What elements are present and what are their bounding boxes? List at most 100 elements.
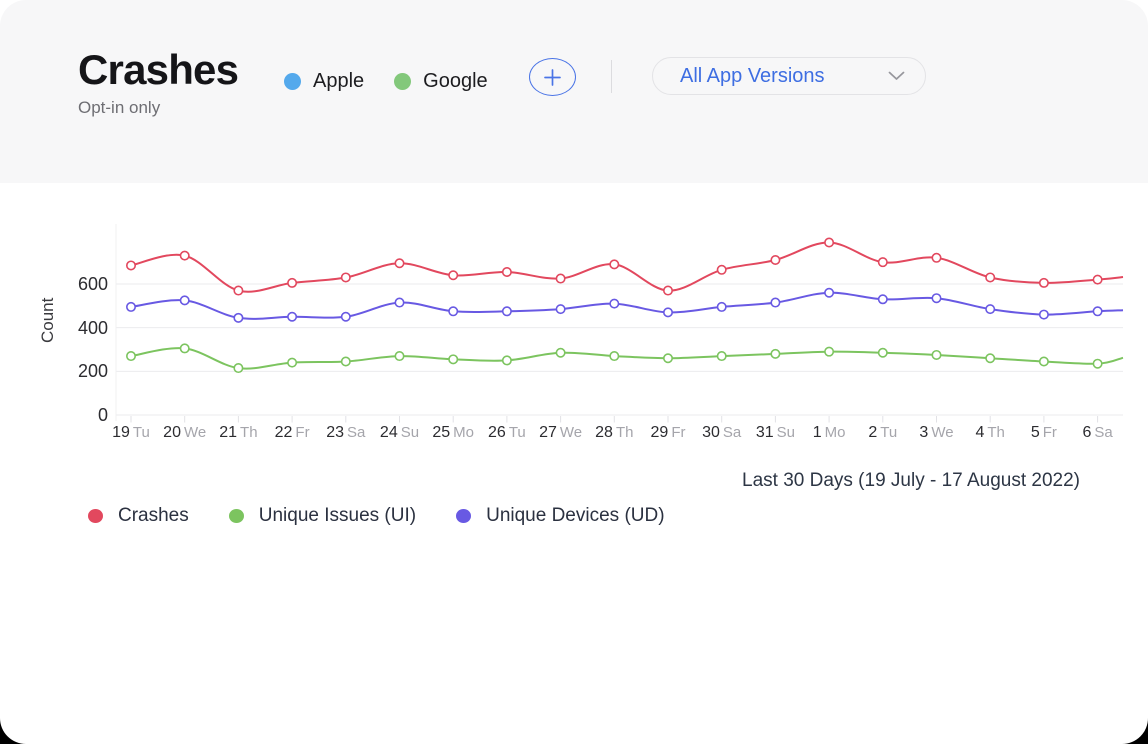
- data-point[interactable]: [1092, 358, 1103, 369]
- data-point[interactable]: [662, 307, 673, 318]
- data-point[interactable]: [609, 259, 620, 270]
- data-point[interactable]: [770, 254, 781, 265]
- x-tick-weekday: Sa: [347, 424, 366, 441]
- data-point[interactable]: [233, 363, 244, 374]
- data-point[interactable]: [877, 257, 888, 268]
- data-point[interactable]: [501, 306, 512, 317]
- data-point[interactable]: [716, 264, 727, 275]
- data-point[interactable]: [877, 347, 888, 358]
- data-point[interactable]: [824, 237, 835, 248]
- x-tick-label-2-Tu: 2 Tu: [868, 424, 897, 442]
- data-point[interactable]: [985, 353, 996, 364]
- legend-dot: [456, 509, 472, 523]
- x-tick-weekday: Th: [240, 424, 258, 441]
- data-point[interactable]: [770, 348, 781, 359]
- data-point[interactable]: [126, 351, 137, 362]
- data-point[interactable]: [824, 287, 835, 298]
- data-point[interactable]: [394, 258, 405, 269]
- data-point[interactable]: [609, 351, 620, 362]
- x-tick-label-27-We: 27 We: [539, 424, 582, 442]
- legend-item-crashes[interactable]: Crashes: [88, 505, 189, 527]
- data-point[interactable]: [233, 312, 244, 323]
- x-tick-weekday: We: [931, 424, 954, 441]
- data-point[interactable]: [287, 311, 298, 322]
- data-point[interactable]: [394, 351, 405, 362]
- page-subtitle: Opt-in only: [78, 98, 161, 118]
- data-point[interactable]: [985, 304, 996, 315]
- x-tick-weekday: Tu: [508, 424, 526, 441]
- app-version-dropdown[interactable]: All App Versions: [652, 57, 926, 95]
- chart-caption: Last 30 Days (19 July - 17 August 2022): [742, 470, 1080, 491]
- data-point[interactable]: [877, 294, 888, 305]
- data-point[interactable]: [931, 349, 942, 360]
- data-point[interactable]: [1038, 277, 1049, 288]
- crashes-line-chart[interactable]: [0, 190, 1148, 440]
- data-point[interactable]: [501, 266, 512, 277]
- legend-item-unique-issues-ui-[interactable]: Unique Issues (UI): [228, 505, 416, 527]
- data-point[interactable]: [179, 250, 190, 261]
- x-tick-day: 30: [702, 424, 720, 441]
- data-point[interactable]: [126, 301, 137, 312]
- x-tick-day: 28: [595, 424, 613, 441]
- x-tick-day: 29: [650, 424, 669, 441]
- data-point[interactable]: [662, 353, 673, 364]
- data-point[interactable]: [555, 304, 566, 315]
- legend-item-unique-devices-ud-[interactable]: Unique Devices (UD): [456, 505, 665, 527]
- x-tick-day: 20: [163, 424, 181, 441]
- x-tick-weekday: Fr: [1042, 424, 1057, 441]
- add-platform-button[interactable]: [529, 58, 576, 96]
- data-point[interactable]: [126, 260, 137, 271]
- data-point[interactable]: [609, 298, 620, 309]
- series-line-unique-issues-ui-: [130, 347, 1124, 370]
- y-tick-label-400: 400: [77, 317, 108, 338]
- x-tick-day: 3: [919, 424, 929, 441]
- data-point[interactable]: [287, 277, 298, 288]
- data-point[interactable]: [824, 346, 835, 357]
- y-tick-label-0: 0: [97, 405, 108, 425]
- data-point[interactable]: [340, 356, 351, 367]
- data-point[interactable]: [340, 311, 351, 322]
- x-tick-weekday: Fr: [295, 424, 310, 441]
- x-tick-day: 4: [975, 424, 985, 441]
- data-point[interactable]: [985, 272, 996, 283]
- x-tick-weekday: Tu: [880, 424, 898, 441]
- x-tick-day: 26: [488, 424, 506, 441]
- x-tick-label-29-Fr: 29 Fr: [651, 424, 686, 442]
- y-tick-label-600: 600: [77, 274, 108, 294]
- data-point[interactable]: [555, 273, 566, 284]
- x-tick-label-26-Tu: 26 Tu: [488, 424, 526, 442]
- data-point[interactable]: [233, 285, 244, 296]
- x-tick-label-6-Sa: 6 Sa: [1082, 424, 1112, 442]
- legend-dot: [228, 509, 244, 523]
- data-point[interactable]: [340, 272, 351, 283]
- data-point[interactable]: [179, 295, 190, 306]
- x-tick-label-21-Th: 21 Th: [219, 424, 257, 442]
- data-point[interactable]: [716, 351, 727, 362]
- chevron-down-icon: [888, 71, 905, 80]
- data-point[interactable]: [1038, 309, 1049, 320]
- data-point[interactable]: [448, 306, 459, 317]
- platform-toggle-google[interactable]: Google: [394, 70, 488, 93]
- x-tick-label-22-Fr: 22 Fr: [275, 424, 310, 442]
- data-point[interactable]: [716, 301, 727, 312]
- x-tick-label-20-We: 20 We: [163, 424, 206, 442]
- x-tick-day: 25: [432, 424, 451, 441]
- data-point[interactable]: [501, 355, 512, 366]
- platform-toggle-apple[interactable]: Apple: [284, 70, 364, 93]
- data-point[interactable]: [770, 297, 781, 308]
- platform-legend: Apple Google: [284, 62, 488, 100]
- data-point[interactable]: [448, 354, 459, 365]
- data-point[interactable]: [1038, 356, 1049, 367]
- data-point[interactable]: [1092, 306, 1103, 317]
- data-point[interactable]: [287, 357, 298, 368]
- apple-dot-icon: [284, 72, 301, 90]
- data-point[interactable]: [179, 343, 190, 354]
- data-point[interactable]: [662, 285, 673, 296]
- data-point[interactable]: [555, 347, 566, 358]
- data-point[interactable]: [1092, 274, 1103, 285]
- data-point[interactable]: [931, 293, 942, 304]
- data-point[interactable]: [394, 297, 405, 308]
- data-point[interactable]: [448, 270, 459, 281]
- data-point[interactable]: [931, 252, 942, 263]
- x-tick-weekday: Su: [776, 424, 795, 441]
